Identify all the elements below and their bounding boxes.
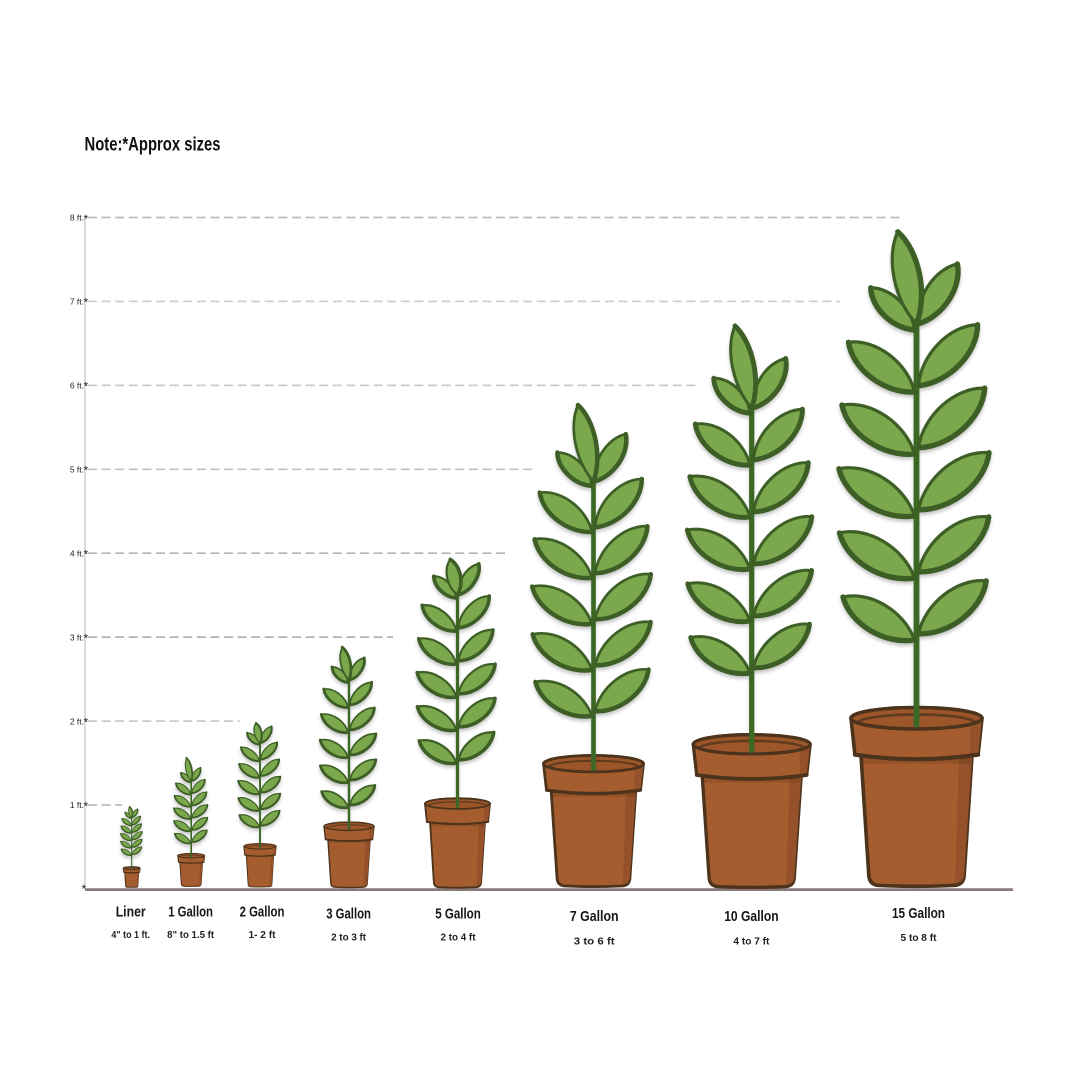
svg-text:8 ft.: 8 ft.	[70, 213, 84, 223]
svg-text:4 ft.: 4 ft.	[70, 548, 84, 558]
svg-text:15 Gallon: 15 Gallon	[892, 905, 945, 922]
svg-text:1- 2 ft: 1- 2 ft	[249, 929, 276, 941]
svg-text:2 to 3 ft: 2 to 3 ft	[331, 932, 366, 944]
svg-text:*: *	[84, 380, 89, 394]
svg-text:4" to 1 ft.: 4" to 1 ft.	[111, 929, 150, 941]
svg-text:5 ft.: 5 ft.	[70, 465, 84, 475]
svg-text:1 Gallon: 1 Gallon	[168, 904, 213, 921]
svg-text:*: *	[84, 548, 89, 562]
svg-text:*: *	[84, 799, 89, 813]
svg-text:2 to 4 ft: 2 to 4 ft	[441, 932, 476, 944]
svg-text:4 to 7 ft: 4 to 7 ft	[733, 936, 769, 948]
svg-text:3 Gallon: 3 Gallon	[326, 906, 371, 923]
svg-text:2 Gallon: 2 Gallon	[240, 904, 285, 921]
svg-text:7 ft.: 7 ft.	[70, 297, 84, 307]
svg-text:*: *	[84, 212, 89, 226]
svg-text:Note:*Approx sizes: Note:*Approx sizes	[85, 134, 221, 156]
svg-text:7 Gallon: 7 Gallon	[570, 908, 619, 925]
svg-text:*: *	[84, 464, 89, 478]
svg-text:*: *	[82, 882, 87, 896]
svg-text:5 to 8 ft: 5 to 8 ft	[901, 932, 937, 944]
svg-text:1 ft.: 1 ft.	[70, 800, 84, 810]
svg-text:5 Gallon: 5 Gallon	[435, 906, 481, 923]
svg-text:8" to 1.5 ft: 8" to 1.5 ft	[167, 929, 214, 941]
svg-text:3 ft.: 3 ft.	[70, 632, 84, 642]
svg-text:10 Gallon: 10 Gallon	[724, 908, 778, 925]
svg-text:*: *	[84, 715, 89, 729]
svg-text:*: *	[84, 296, 89, 310]
svg-text:*: *	[84, 631, 89, 645]
svg-text:Liner: Liner	[116, 904, 146, 921]
svg-text:2 ft.: 2 ft.	[70, 716, 84, 726]
svg-text:3 to 6 ft: 3 to 6 ft	[574, 936, 615, 948]
svg-text:6 ft.: 6 ft.	[70, 381, 84, 391]
